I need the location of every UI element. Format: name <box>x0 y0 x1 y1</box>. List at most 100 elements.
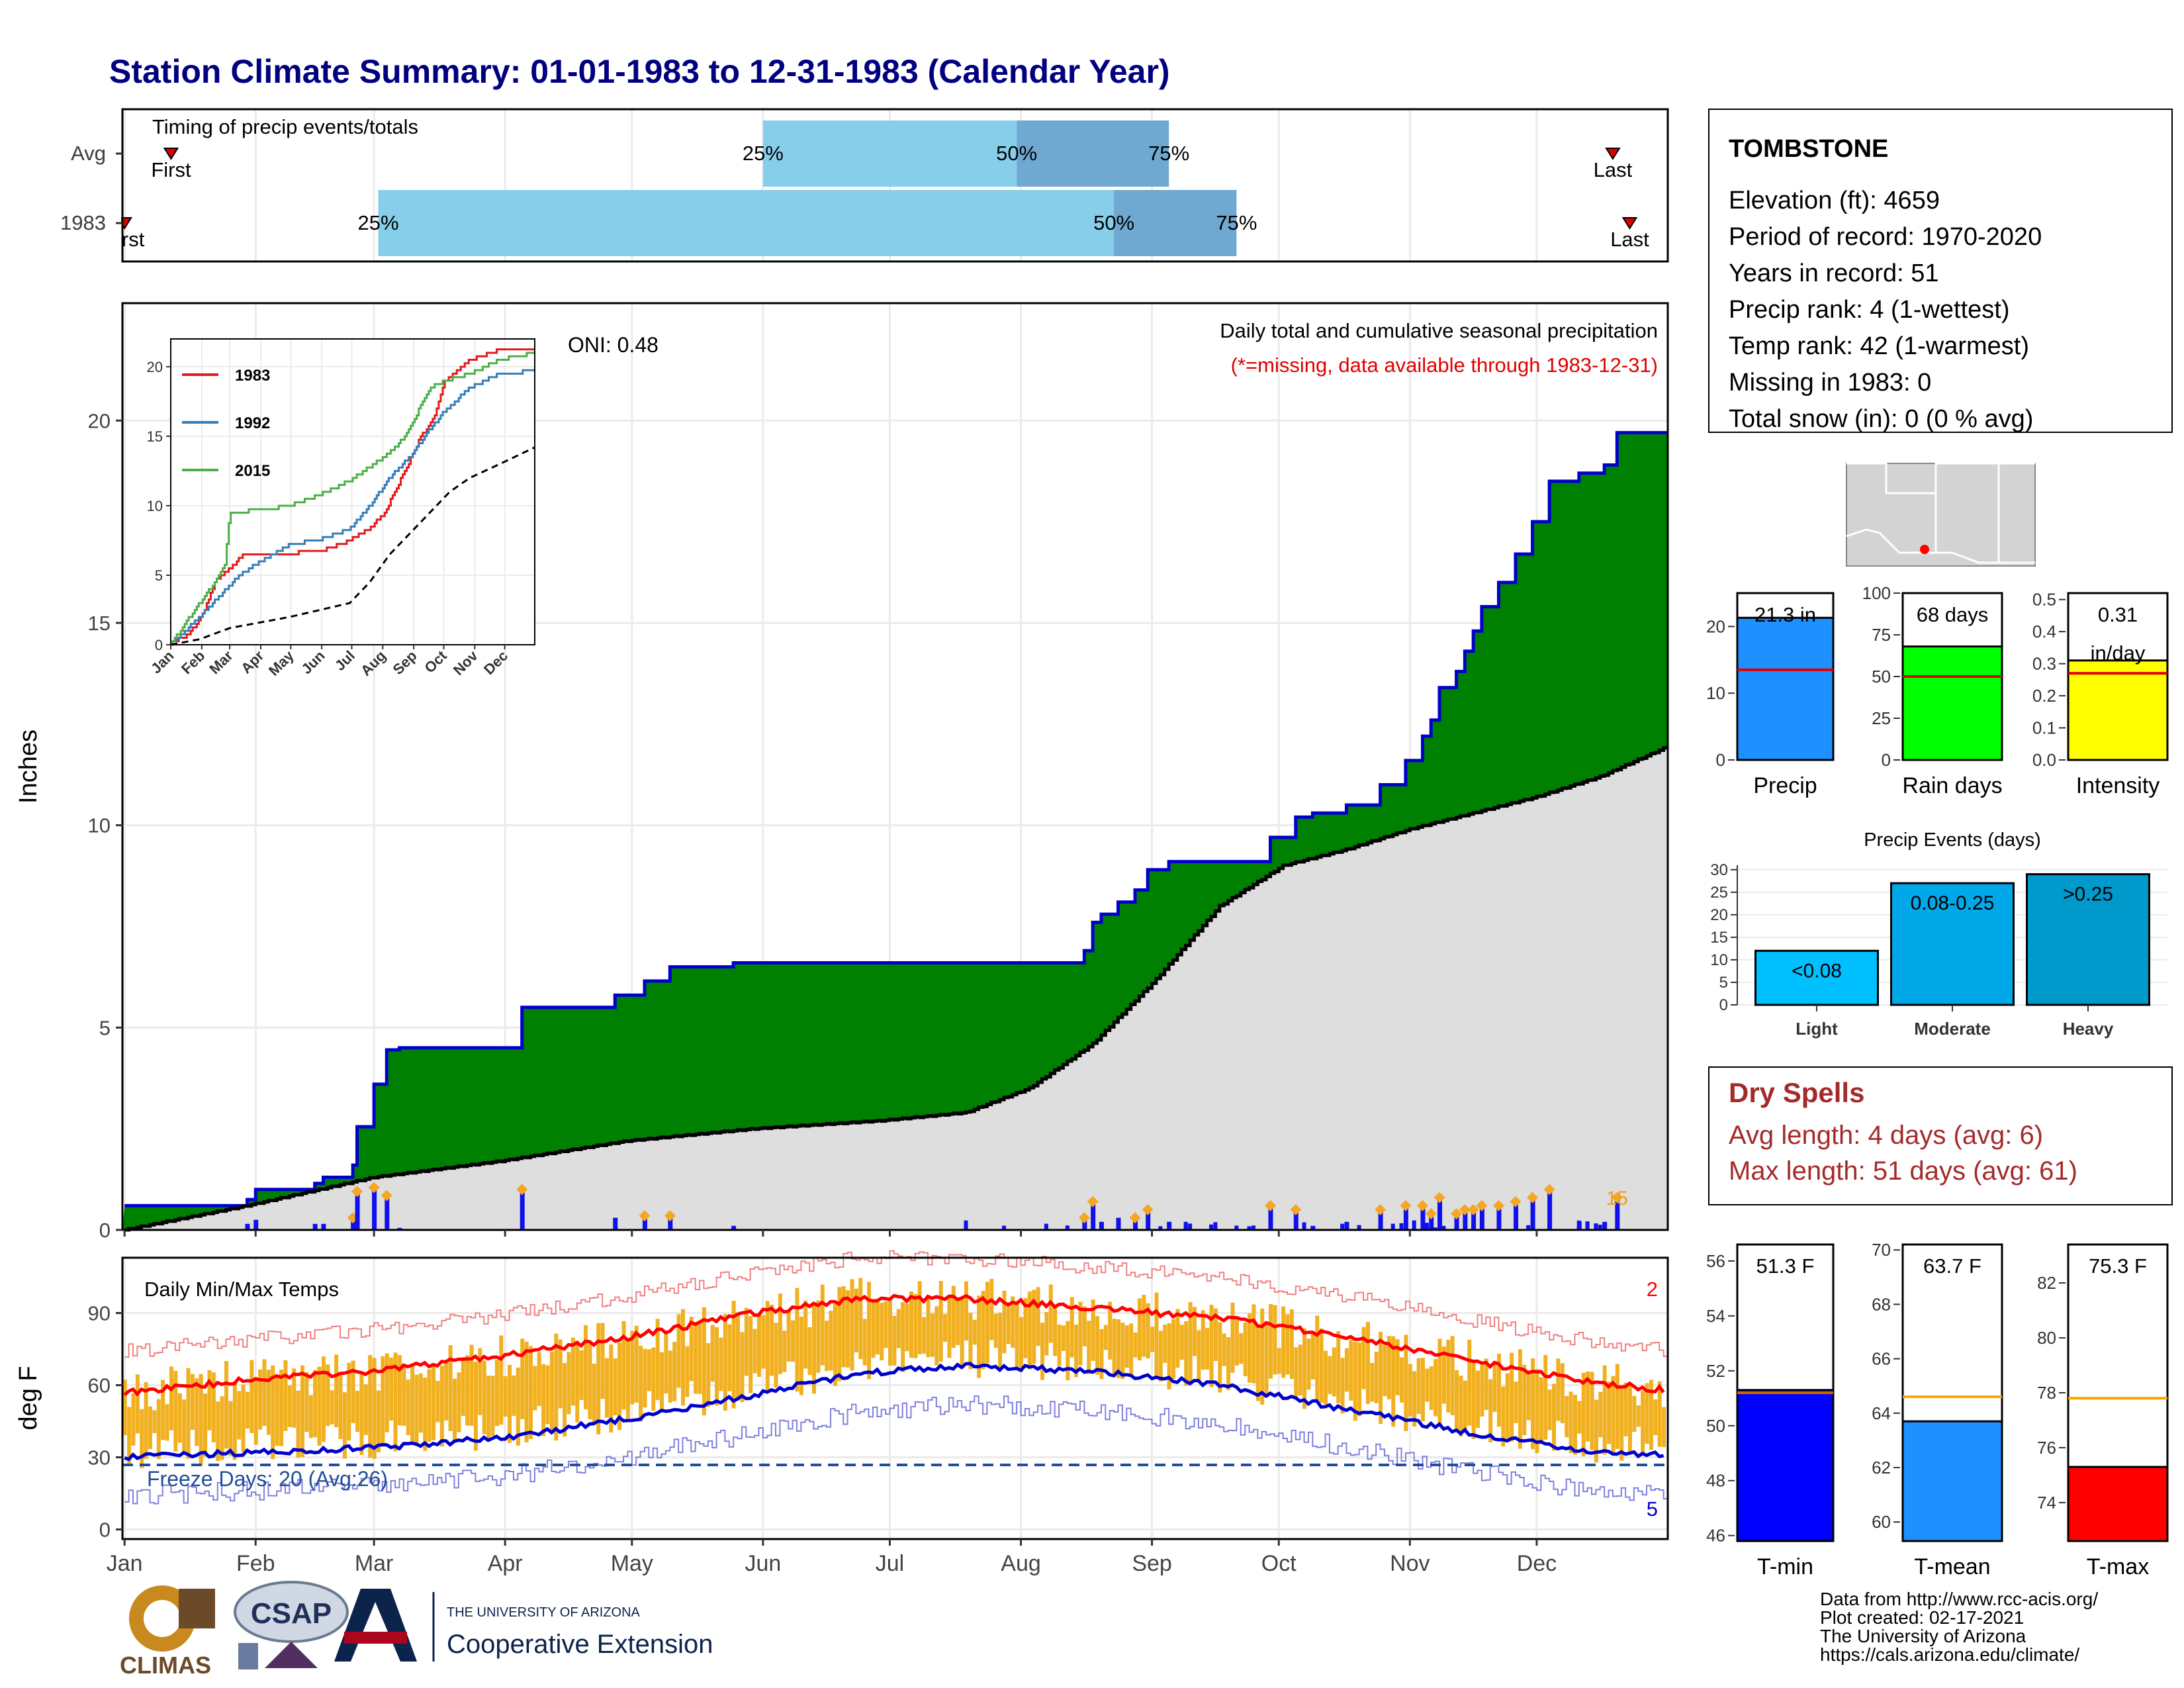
timing-row-avg: Avg <box>71 142 106 165</box>
daily-precip-bar <box>1158 1226 1163 1230</box>
daily-temp-bar <box>266 1370 271 1435</box>
timing-left-mask <box>0 106 121 265</box>
daily-precip-bar <box>1602 1221 1608 1230</box>
inset-series <box>170 348 535 646</box>
daily-temp-bar <box>888 1299 893 1366</box>
heavy-precip-marker <box>1087 1196 1099 1207</box>
daily-temp-bar <box>1577 1401 1582 1434</box>
daily-precip-bar <box>668 1215 673 1230</box>
daily-precip-bar <box>1293 1209 1298 1230</box>
daily-temp-bar <box>1543 1354 1548 1440</box>
average-cumulative-area <box>122 747 1668 1230</box>
daily-temp-bar <box>372 1358 377 1459</box>
timing-p75-label: 75% <box>1216 211 1257 234</box>
daily-precip-bar <box>1424 1224 1429 1230</box>
daily-temp-bar <box>1645 1383 1649 1444</box>
daily-temp-bar <box>1281 1306 1286 1378</box>
daily-temp-bar <box>1099 1329 1104 1380</box>
daily-temp-bar <box>922 1317 927 1354</box>
daily-temp-bar <box>161 1380 165 1440</box>
summary-bar-t-max: 74 76 78 80 82 75.3 F T-max <box>2037 1243 2169 1579</box>
daily-precip-bar <box>1437 1197 1443 1230</box>
daily-precip-bar <box>1357 1225 1361 1230</box>
daily-temp-bar <box>1209 1305 1214 1387</box>
daily-precip-bar <box>1412 1220 1416 1230</box>
daily-temp-bar <box>1289 1309 1294 1380</box>
daily-temp-bar <box>1154 1292 1159 1378</box>
daily-temp-bar <box>381 1356 385 1446</box>
daily-temp-bar <box>1476 1370 1480 1429</box>
precip-events-y-tick-label: 5 <box>1719 974 1728 992</box>
cumulative-1983-line <box>124 431 1668 1207</box>
heavy-precip-marker <box>1290 1203 1302 1215</box>
heavy-precip-marker <box>381 1190 392 1201</box>
precip-events-bar-light <box>1754 949 1879 1006</box>
precip-events-y-tick-label: 25 <box>1710 884 1728 902</box>
first-event-marker <box>163 148 179 160</box>
daily-temp-bar <box>643 1348 647 1408</box>
precip-events-y-tick-label: 30 <box>1710 861 1728 879</box>
daily-temp-bar <box>1112 1319 1116 1374</box>
daily-precip-bar <box>372 1187 377 1230</box>
daily-temp-bar <box>1179 1325 1184 1360</box>
daily-temp-bar <box>905 1303 909 1352</box>
daily-temp-bar <box>1222 1333 1226 1366</box>
daily-temp-bar <box>1361 1327 1366 1389</box>
daily-temp-bar <box>385 1353 389 1432</box>
daily-temp-bar <box>216 1401 220 1462</box>
timing-bar-25-50 <box>378 190 1115 256</box>
daily-temp-bar <box>1471 1362 1476 1439</box>
daily-temp-bar <box>972 1319 977 1345</box>
daily-temp-bar <box>330 1390 334 1425</box>
daily-temp-bar <box>609 1344 614 1432</box>
daily-temp-bar <box>1251 1304 1256 1383</box>
daily-temp-bar <box>1492 1363 1497 1412</box>
daily-temp-bar <box>579 1350 584 1400</box>
daily-temp-bar <box>1218 1322 1222 1393</box>
daily-temp-bar <box>1340 1358 1345 1414</box>
daily-temp-bar <box>625 1340 630 1419</box>
daily-temp-bar <box>871 1301 876 1358</box>
daily-temp-bar <box>427 1369 432 1442</box>
heavy-precip-marker <box>516 1184 528 1196</box>
inset-y-tick-label: 5 <box>155 567 163 584</box>
daily-temp-bar <box>494 1360 499 1427</box>
y-tick-label: 60 <box>88 1374 111 1397</box>
daily-temp-bar <box>279 1370 284 1446</box>
bar-y-tick-label: 75 <box>1872 625 1891 645</box>
bar-y-tick-label: 56 <box>1706 1251 1725 1271</box>
precip-events-bar-label: <0.08 <box>1792 960 1842 982</box>
daily-precip-bar <box>1188 1223 1193 1230</box>
daily-temp-bar <box>203 1393 208 1457</box>
x-tick-label: Mar <box>355 1551 394 1576</box>
y-tick-label: 15 <box>88 612 111 635</box>
bar-y-tick-label: 52 <box>1706 1361 1725 1381</box>
daily-temp-bar <box>347 1362 351 1441</box>
daily-temp-bar <box>508 1364 512 1443</box>
temp-axes: 0 30 60 90 Jan Feb Mar Apr May Jun Jul Aug Sep Oct Nov… <box>88 1302 1557 1576</box>
daily-temp-bar <box>1560 1363 1565 1423</box>
bar-y-tick-label: 20 <box>1706 616 1725 636</box>
daily-temp-bar <box>156 1399 161 1459</box>
daily-temp-bar <box>875 1298 880 1355</box>
precip-events-bar-label: 0.08-0.25 <box>1911 892 1995 914</box>
daily-temp-bar <box>689 1317 694 1382</box>
daily-precip-bar <box>1183 1225 1188 1230</box>
svg-text:CSAP: CSAP <box>251 1597 332 1630</box>
x-tick-label: Oct <box>1261 1551 1297 1576</box>
bar-value-label: 63.7 F <box>1923 1254 1981 1278</box>
daily-temp-bar <box>321 1356 326 1442</box>
daily-temp-bar <box>1103 1325 1108 1350</box>
bar-value <box>2067 1466 2169 1542</box>
x-tick-label: Sep <box>1132 1551 1172 1576</box>
daily-temp-bar <box>1036 1287 1040 1346</box>
daily-precip-bar <box>253 1219 259 1230</box>
daily-temp-bar <box>943 1314 948 1342</box>
daily-precip-bar <box>1378 1226 1383 1230</box>
bar-y-tick-label: 74 <box>2037 1493 2056 1513</box>
bar-y-tick-label: 68 <box>1872 1294 1891 1314</box>
daily-temp-bar <box>389 1357 394 1421</box>
timing-p75-label: 75% <box>1148 142 1189 165</box>
daily-temp-bar <box>685 1346 690 1397</box>
daily-temp-bar <box>668 1350 672 1403</box>
